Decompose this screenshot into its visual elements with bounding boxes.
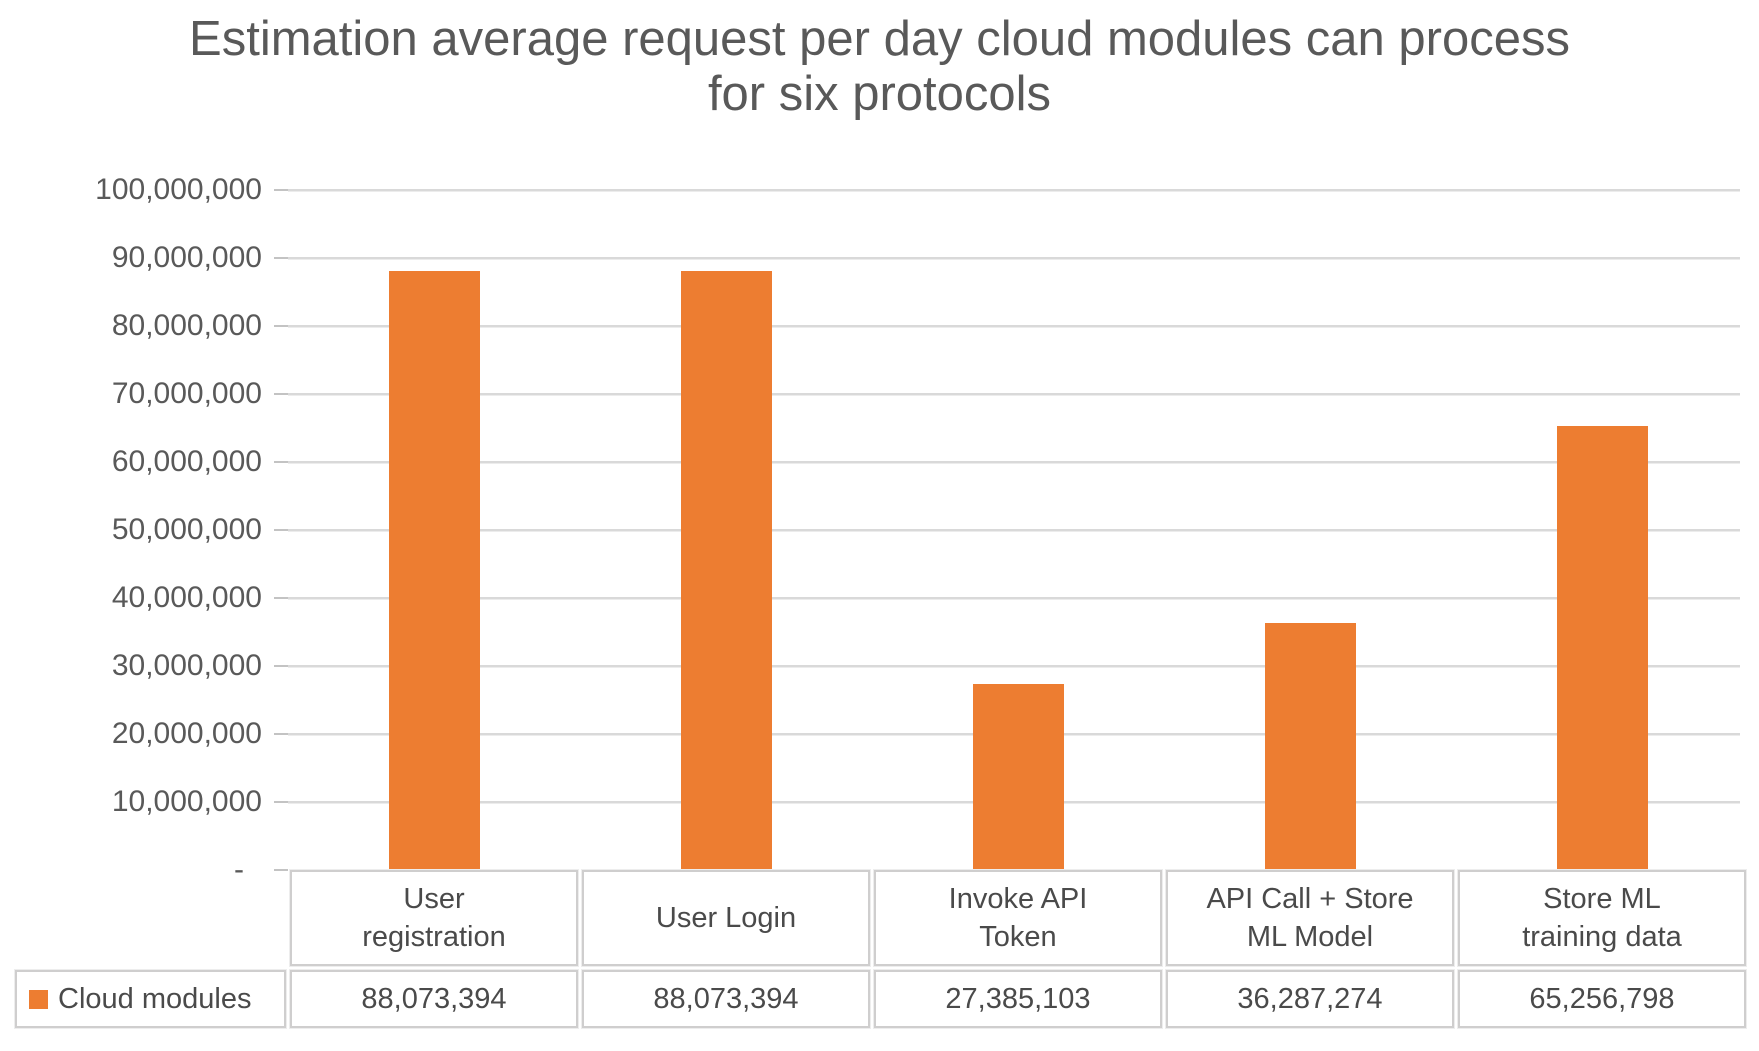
y-axis-label: 60,000,000 <box>111 445 262 478</box>
y-axis-tick <box>274 597 288 599</box>
value-cell: 27,385,103 <box>874 970 1162 1028</box>
value-cell: 36,287,274 <box>1166 970 1454 1028</box>
gridline <box>288 393 1740 396</box>
value-cell: 88,073,394 <box>290 970 578 1028</box>
y-axis-tick <box>274 257 288 259</box>
y-axis-tick <box>274 393 288 395</box>
y-axis-tick <box>274 189 288 191</box>
bar <box>1556 426 1648 870</box>
y-axis-label: 90,000,000 <box>111 241 262 274</box>
y-axis-label: 10,000,000 <box>111 785 262 818</box>
series-swatch-icon <box>29 989 48 1009</box>
y-axis-tick <box>274 529 288 531</box>
category-header-cell: Invoke API Token <box>874 870 1162 966</box>
y-axis-tick <box>274 325 288 327</box>
data-table: User registration User Login Invoke API To… <box>15 870 1746 1028</box>
gridline <box>288 461 1740 464</box>
category-header-cell: Store ML training data <box>1458 870 1746 966</box>
y-axis-tick <box>274 801 288 803</box>
bar <box>388 271 480 870</box>
gridline <box>288 189 1740 192</box>
gridline <box>288 597 1740 600</box>
category-header-cell: User Login <box>582 870 870 966</box>
series-name: Cloud modules <box>58 982 252 1015</box>
bar <box>1264 623 1356 870</box>
y-axis-label: 30,000,000 <box>111 649 262 682</box>
y-axis-label: - <box>234 853 244 886</box>
y-axis-label: 70,000,000 <box>111 377 262 410</box>
y-axis-tick <box>274 869 288 871</box>
legend-cell: Cloud modules <box>15 970 286 1028</box>
category-header-row: User registration User Login Invoke API To… <box>290 870 1746 966</box>
y-axis-tick <box>274 733 288 735</box>
chart-title-line: Estimation average request per day cloud… <box>189 12 1570 66</box>
chart-title: Estimation average request per day cloud… <box>0 12 1759 122</box>
category-header-cell: User registration <box>290 870 578 966</box>
y-axis-tick <box>274 461 288 463</box>
chart-title-line: for six protocols <box>707 67 1052 121</box>
y-axis-label: 50,000,000 <box>111 513 262 546</box>
gridline <box>288 665 1740 668</box>
y-axis-label: 40,000,000 <box>111 581 262 614</box>
category-header-cell: API Call + Store ML Model <box>1166 870 1454 966</box>
value-cell: 88,073,394 <box>582 970 870 1028</box>
bar <box>972 683 1064 870</box>
bar <box>680 271 772 870</box>
gridline <box>288 529 1740 532</box>
value-cell: 65,256,798 <box>1458 970 1746 1028</box>
y-axis-label: 100,000,000 <box>95 173 262 206</box>
plot-area: 100,000,000 90,000,000 80,000,000 70,000,00… <box>95 173 1740 886</box>
y-axis-label: 80,000,000 <box>111 309 262 342</box>
series-value-row: Cloud modules 88,073,394 88,073,394 27,385… <box>15 970 1746 1028</box>
y-axis-tick <box>274 665 288 667</box>
gridline <box>288 257 1740 260</box>
gridline <box>288 325 1740 328</box>
y-axis-label: 20,000,000 <box>111 717 262 750</box>
